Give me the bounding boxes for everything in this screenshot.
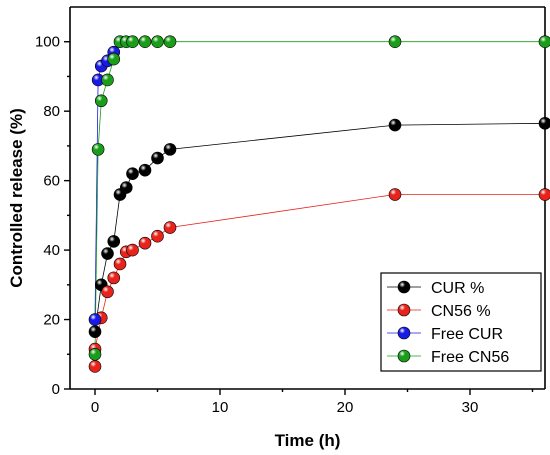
point-cur xyxy=(538,117,550,130)
legend-label-free-cn56: Free CN56 xyxy=(431,349,509,366)
point-free-cn56 xyxy=(126,35,139,49)
series-layer xyxy=(88,35,550,373)
point-cn56 xyxy=(163,221,177,234)
legend-marker-free-cn56 xyxy=(397,349,411,363)
point-free-cn56 xyxy=(163,35,177,49)
point-cur xyxy=(151,151,164,165)
y-axis-title: Controlled release (%) xyxy=(7,108,26,288)
point-cn56 xyxy=(126,243,139,257)
point-cur xyxy=(119,181,133,194)
point-cn56 xyxy=(101,285,114,299)
point-free-cn56 xyxy=(151,35,164,49)
point-cur xyxy=(163,143,177,156)
y-tick-label: 20 xyxy=(43,312,60,329)
y-tick-label: 100 xyxy=(35,34,60,51)
point-cn56 xyxy=(138,236,152,250)
point-free-cn56 xyxy=(91,143,105,156)
point-cn56 xyxy=(113,257,127,271)
y-tick-label: 80 xyxy=(43,103,60,120)
point-free-cn56 xyxy=(94,94,108,108)
point-cur xyxy=(88,325,102,339)
point-cur xyxy=(107,235,121,248)
point-cur xyxy=(388,118,402,132)
legend-marker-cn56 xyxy=(397,303,411,317)
y-tick-label: 40 xyxy=(43,242,60,259)
point-cn56 xyxy=(151,229,164,243)
point-free-cn56 xyxy=(88,347,102,361)
axes: 0 20 40 60 80 100 0 10 20 30 xyxy=(35,6,546,416)
x-axis-title: Time (h) xyxy=(275,431,341,450)
legend: CUR % CN56 % Free CUR Free CN56 xyxy=(380,272,542,372)
y-tick-label: 60 xyxy=(43,173,60,190)
point-free-cn56 xyxy=(101,73,114,87)
point-free-cn56 xyxy=(107,52,121,66)
legend-marker-cur xyxy=(397,280,411,294)
point-free-cn56 xyxy=(388,35,402,49)
point-cur xyxy=(138,163,152,177)
point-cur xyxy=(101,247,114,260)
legend-label-cur: CUR % xyxy=(431,280,484,297)
legend-marker-free-cur xyxy=(397,326,411,340)
point-cn56 xyxy=(107,271,121,285)
x-tick-label: 20 xyxy=(337,399,354,416)
legend-label-free-cur: Free CUR xyxy=(431,326,503,343)
x-tick-label: 0 xyxy=(91,399,99,416)
point-cn56 xyxy=(388,188,402,201)
legend-label-cn56: CN56 % xyxy=(431,303,491,320)
y-tick-label: 0 xyxy=(52,381,60,398)
point-free-cn56 xyxy=(538,35,550,49)
x-tick-label: 30 xyxy=(462,399,479,416)
point-free-cur xyxy=(88,313,102,326)
point-cn56 xyxy=(538,188,550,201)
point-free-cn56 xyxy=(138,35,152,49)
point-cur xyxy=(126,167,139,180)
point-cn56 xyxy=(88,360,102,373)
x-tick-label: 10 xyxy=(212,399,229,416)
